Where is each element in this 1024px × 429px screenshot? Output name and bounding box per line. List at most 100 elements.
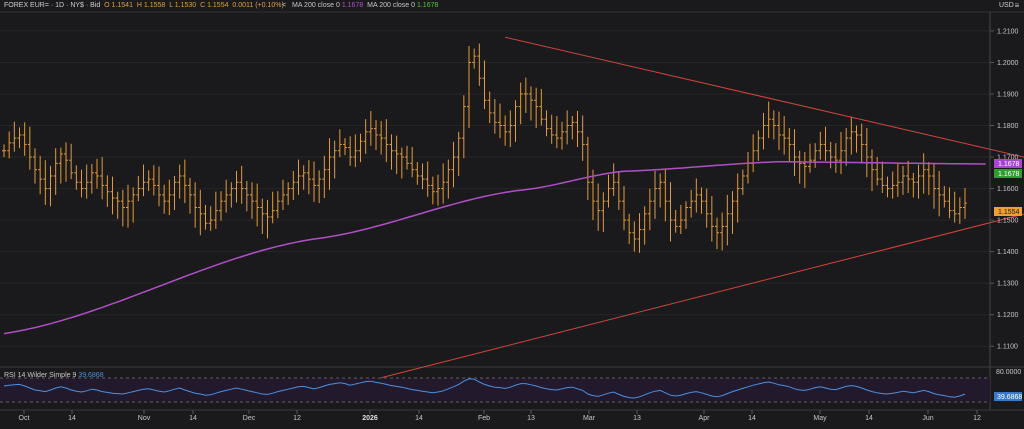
ohlc-bar: [48, 165, 53, 207]
ma-tag-2-text: 1.1678: [998, 171, 1020, 178]
ohlc-bar: [704, 188, 709, 228]
ohlc-bar: [446, 159, 451, 199]
ohlc-bar: [782, 116, 787, 155]
ohlc-bar: [250, 182, 254, 219]
ohlc-bar: [461, 95, 466, 159]
ohlc-bar: [275, 191, 280, 219]
ma1-value: 1.1678: [341, 2, 364, 9]
ohlc-bar: [627, 213, 632, 245]
ohlc-bar: [926, 162, 931, 195]
time-tick-label: 13: [527, 415, 535, 422]
ohlc-bar: [725, 194, 730, 246]
change-value: 0.0011 (+0.10%): [232, 2, 284, 9]
ohlc-bar: [7, 131, 12, 159]
ohlc-bar: [498, 103, 502, 139]
ohlc-bar: [430, 176, 435, 205]
ohlc-bar: [864, 128, 869, 178]
price-axis[interactable]: 1.2100 1.2000 1.1900 1.1800 1.1700 1.1600 1.15…: [990, 28, 1019, 351]
rsi-indicator-label[interactable]: RSI 14 Wilder Simple 9: [4, 372, 77, 379]
time-tick-label: 2026: [362, 415, 378, 422]
ohlc-bar: [818, 131, 823, 160]
time-tick-label: Feb: [478, 415, 490, 422]
ohlc-bar: [436, 174, 440, 206]
ohlc-bar: [317, 170, 322, 204]
ohlc-bar: [880, 161, 885, 193]
ohlc-bar: [513, 100, 518, 142]
ohlc-bar: [265, 199, 270, 239]
ohlc-bar: [120, 189, 125, 227]
ohlc-bar: [642, 206, 647, 245]
ohlc-bar: [668, 182, 673, 242]
ohlc-bar: [720, 212, 725, 251]
ohlc-bar: [131, 187, 136, 223]
ohlc-bar: [580, 115, 585, 161]
ohlc-bar: [327, 138, 332, 190]
ohlc-bar: [482, 60, 487, 110]
rsi-line[interactable]: [3, 378, 966, 399]
ohlc-bar: [53, 148, 58, 195]
ohlc-bar: [601, 192, 606, 233]
ohlc-bar: [534, 87, 539, 129]
ma2-label[interactable]: MA 200 close 0: [367, 2, 416, 9]
ohlc-bar: [384, 119, 389, 163]
price-tick-label: 1.1300: [997, 281, 1019, 288]
ohlc-bar: [399, 147, 404, 179]
ohlc-bar: [591, 169, 595, 221]
ohlc-bar: [549, 114, 554, 144]
menu-icon: ≡: [1014, 1, 1020, 10]
ohlc-bar: [916, 164, 921, 199]
ohlc-bar: [296, 159, 301, 195]
price-tick-label: 1.2000: [997, 60, 1019, 67]
high-value: H 1.1558: [136, 2, 166, 9]
time-axis[interactable]: Oct 14 Nov 14 Dec 12 2026 14 Feb 13 Mar 13 Apr 14 May 1…: [19, 410, 981, 422]
ohlc-bar: [611, 163, 616, 197]
ohlc-bar: [823, 126, 828, 161]
ohlc-bar: [875, 157, 880, 186]
ohlc-bar: [802, 152, 807, 188]
ohlc-bar: [337, 129, 342, 158]
ohlc-bar: [353, 134, 358, 168]
ma1-label[interactable]: MA 200 close 0: [292, 2, 340, 9]
ohlc-bar: [895, 163, 900, 197]
ohlc-bar: [756, 130, 761, 161]
ohlc-bar: [632, 221, 637, 252]
ohlc-bar: [689, 189, 694, 218]
ohlc-bar: [518, 82, 523, 125]
ohlc-bar: [740, 169, 745, 195]
ma-tag-2: [994, 169, 1022, 178]
ohlc-bar: [684, 201, 688, 229]
ohlc-bar: [622, 186, 626, 231]
ohlc-bar: [89, 163, 94, 194]
ohlc-bar: [890, 171, 895, 199]
rsi-value-tag: [994, 392, 1022, 401]
time-tick-label: 12: [973, 415, 981, 422]
ohlc-bar: [839, 131, 843, 175]
ohlc-bar: [420, 163, 425, 190]
ohlc-bar: [766, 101, 771, 139]
ma200-line[interactable]: [3, 161, 986, 335]
ohlc-bar: [136, 175, 141, 202]
ohlc-bar: [363, 119, 368, 154]
ohlc-bar: [425, 161, 430, 197]
ohlc-bar: [451, 141, 456, 188]
ohlc-bar: [260, 198, 265, 234]
ohlc-bar: [343, 138, 347, 156]
instrument-symbol[interactable]: FOREX EUR= · 1D · NY$ · Bid: [4, 2, 101, 9]
ohlc-bar: [33, 148, 37, 184]
ohlc-bar: [544, 110, 549, 137]
resistance-trendline[interactable]: [505, 36, 1024, 167]
ohlc-bar: [172, 175, 177, 211]
time-tick-label: Nov: [138, 415, 151, 422]
ohlc-bar: [932, 163, 936, 209]
time-tick-label: Apr: [699, 415, 711, 422]
ohlc-bar: [947, 187, 952, 219]
chart-menu-button[interactable]: ≡: [1012, 1, 1022, 10]
support-trendline[interactable]: [381, 203, 1024, 379]
time-tick-label: 14: [68, 415, 76, 422]
ohlc-bar: [678, 204, 683, 234]
ohlc-bar: [58, 147, 63, 184]
collapse-legend-button[interactable]: <: [279, 1, 289, 10]
ohlc-bar: [410, 146, 415, 178]
ohlc-bar: [301, 165, 306, 190]
